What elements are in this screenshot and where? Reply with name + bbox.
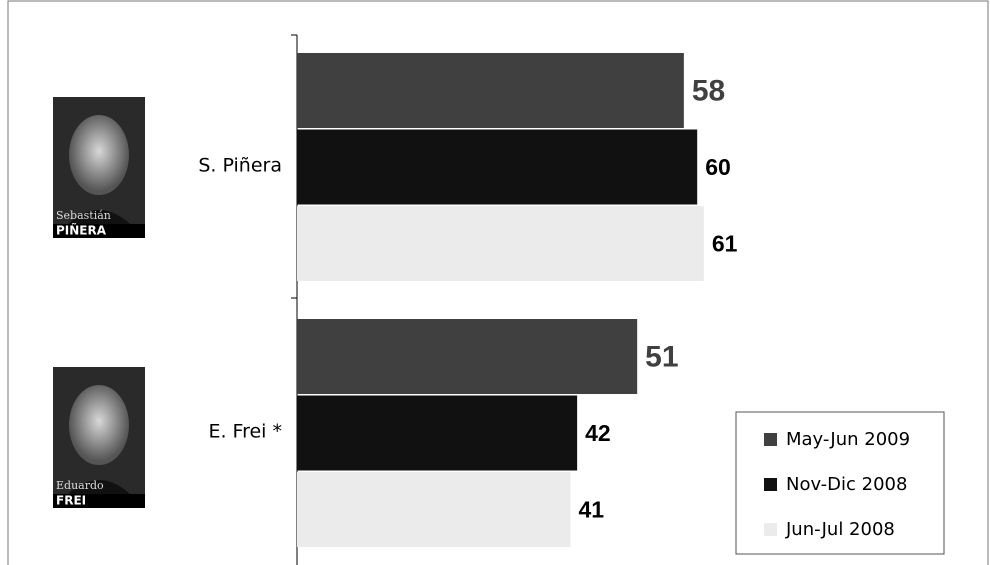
category-label: E. Frei * — [208, 420, 282, 442]
photo-caption-first: Sebastián — [56, 209, 111, 222]
legend-label: May-Jun 2009 — [786, 429, 910, 450]
category-label: S. Piñera — [198, 154, 282, 176]
frame — [7, 0, 989, 565]
bar — [297, 129, 698, 205]
legend-swatch — [764, 523, 777, 536]
photo-caption-first: Eduardo — [56, 479, 104, 492]
photo-caption-last: FREI — [56, 494, 86, 508]
legend-swatch — [764, 433, 777, 446]
legend-label: Nov-Dic 2008 — [786, 474, 907, 495]
photo-face — [69, 385, 129, 465]
value-label: 58 — [692, 74, 725, 107]
bar — [297, 395, 578, 471]
photo-caption-last: PIÑERA — [56, 223, 107, 238]
legend-swatch — [764, 478, 777, 491]
value-label: 60 — [705, 154, 731, 180]
value-label: 41 — [578, 497, 604, 523]
photo-caption-bg — [53, 224, 145, 238]
bar — [297, 53, 684, 128]
photo-face — [69, 115, 129, 195]
photo-caption-bg — [53, 494, 145, 508]
value-label: 42 — [585, 420, 611, 446]
value-label: 61 — [712, 231, 738, 257]
value-label: 51 — [645, 340, 678, 373]
legend-label: Jun-Jul 2008 — [785, 519, 895, 540]
bar — [297, 319, 638, 394]
bar — [297, 472, 571, 547]
bar — [297, 206, 704, 281]
